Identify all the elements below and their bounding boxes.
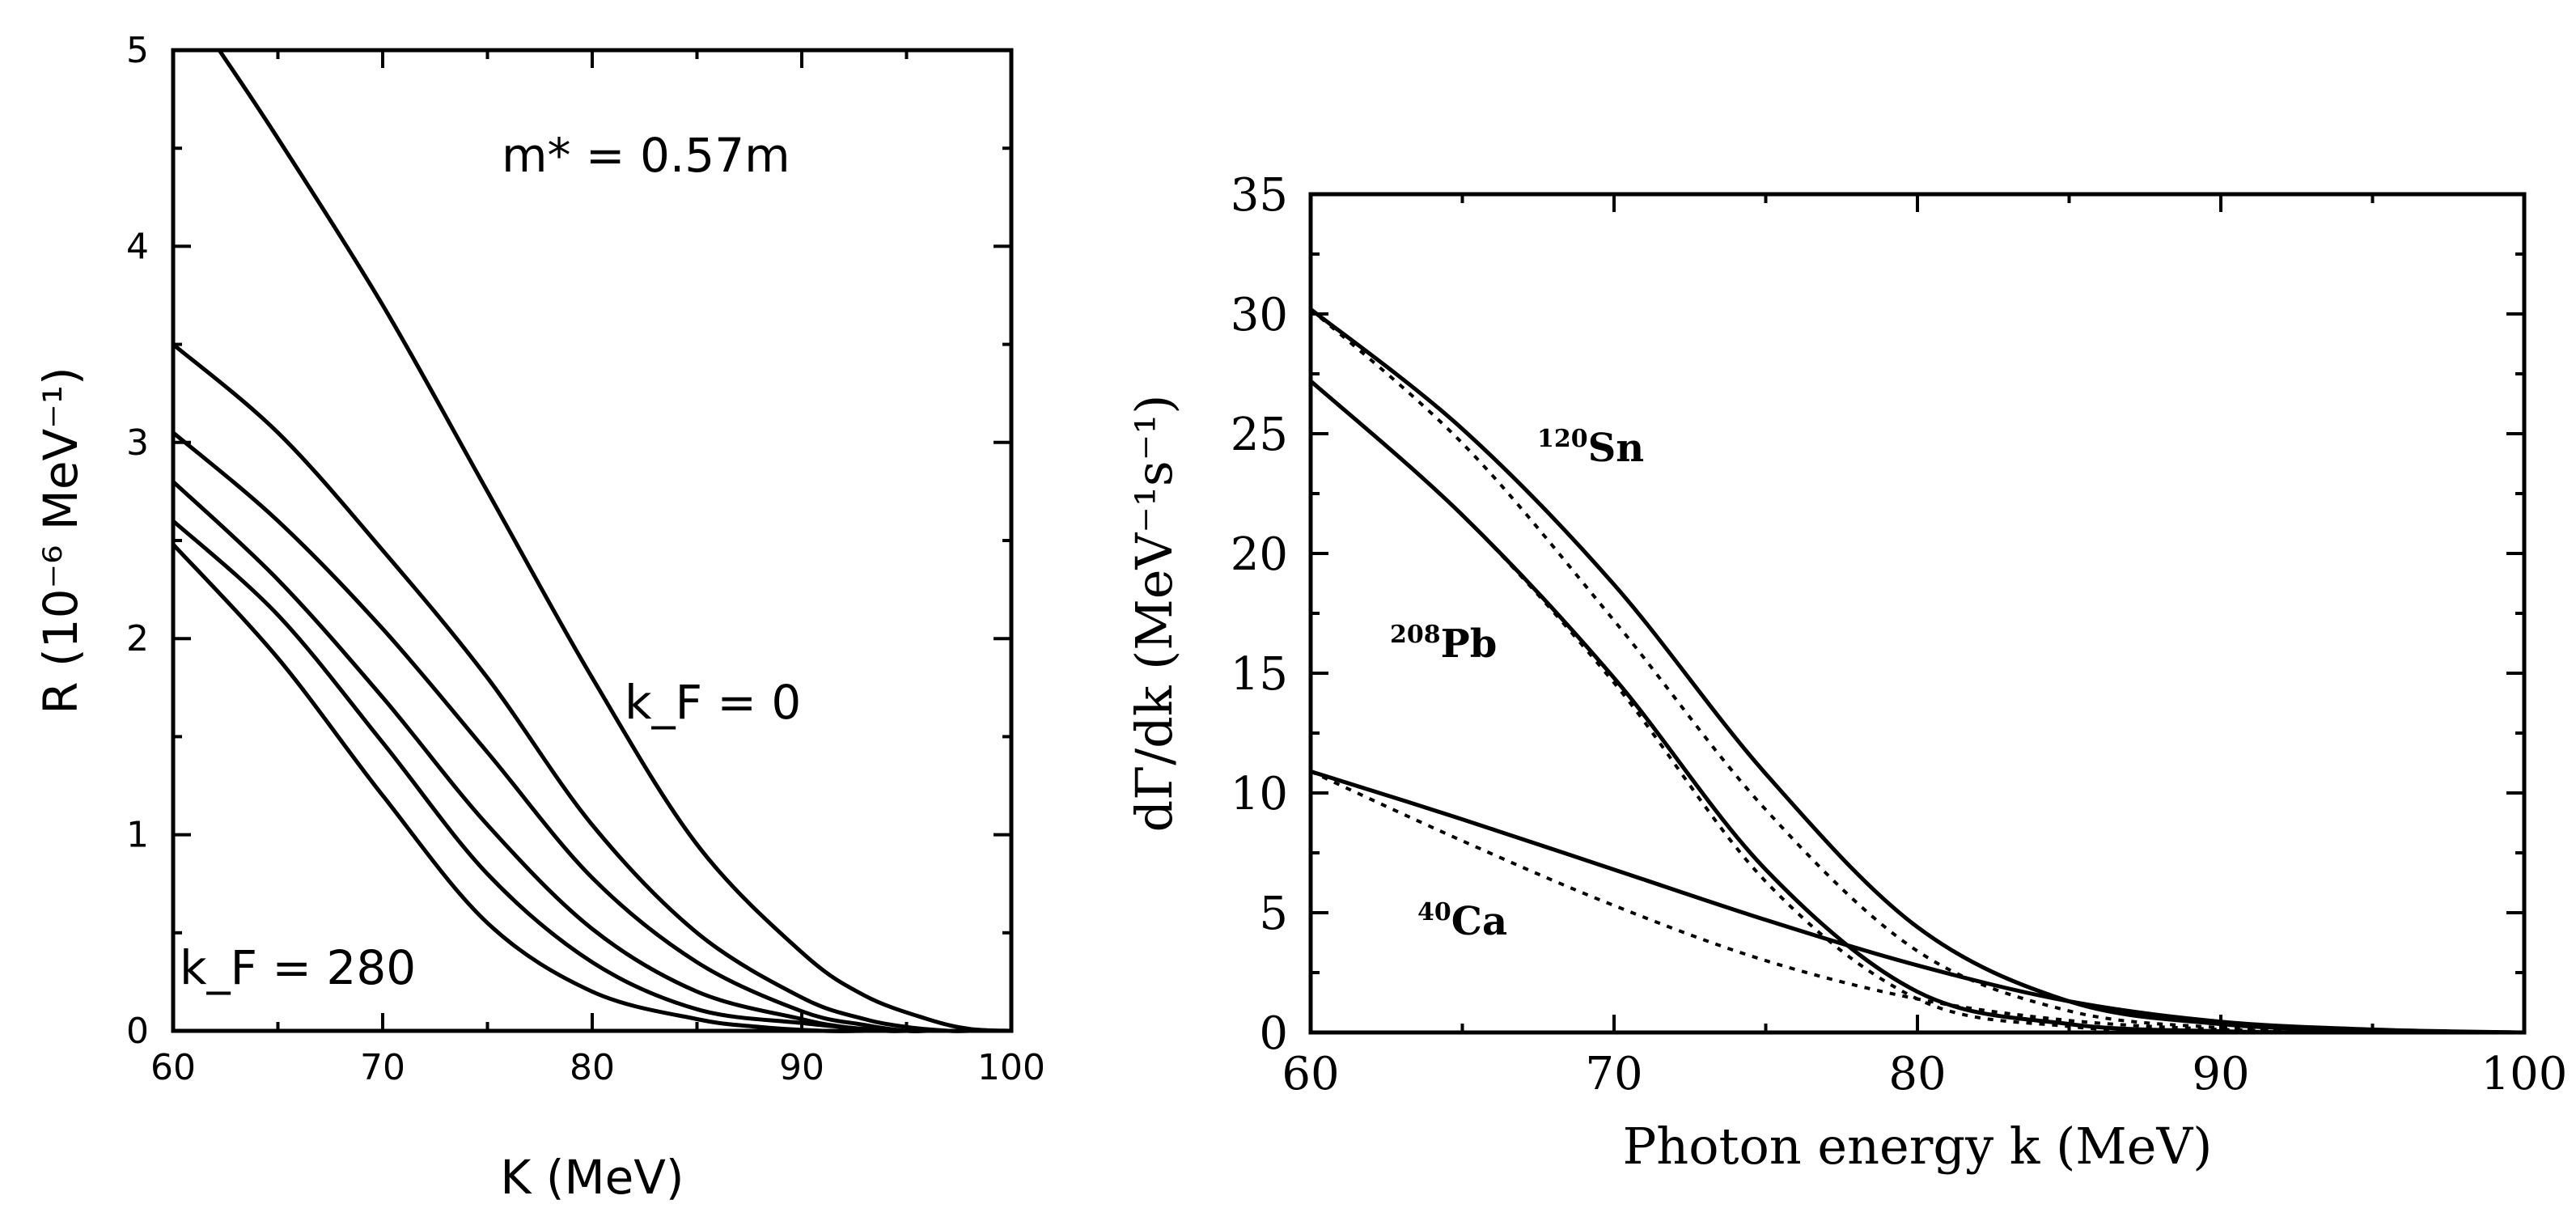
right-y-tick-label: 0 — [1259, 1007, 1288, 1060]
label-40ca: 40Ca — [1417, 898, 1507, 944]
right-x-axis-label: Photon energy k (MeV) — [1623, 1117, 2213, 1176]
right-ticks — [1309, 193, 2526, 1034]
left-x-axis-label: K (MeV) — [500, 1150, 684, 1205]
right-x-tick-label: 90 — [2192, 1048, 2249, 1100]
right-y-axis-label: dΓ/dk (MeV⁻¹s⁻¹) — [1125, 395, 1184, 833]
left-chart: 60 70 80 90 100 0 1 2 3 4 5 m* = 0.57m k_F = 0 k_F… — [33, 30, 1045, 1205]
right-chart: 60 70 80 90 100 0 5 10 15 20 25 30 35 120Sn 208Pb 40… — [1125, 169, 2567, 1176]
right-x-tick-label: 70 — [1585, 1048, 1642, 1100]
right-tick-labels: 60 70 80 90 100 0 5 10 15 20 25 30 35 — [1231, 169, 2568, 1100]
right-x-tick-label: 100 — [2481, 1048, 2568, 1100]
right-y-tick-label: 5 — [1259, 888, 1288, 940]
left-y-tick-label: 1 — [126, 815, 149, 856]
right-y-tick-label: 30 — [1231, 289, 1288, 341]
right-x-tick-label: 80 — [1888, 1048, 1946, 1100]
right-series-40ca-solid — [1310, 769, 2525, 1035]
label-208pb: 208Pb — [1390, 621, 1497, 667]
left-tick-labels: 60 70 80 90 100 0 1 2 3 4 5 — [126, 30, 1045, 1088]
left-x-tick-label: 70 — [360, 1047, 405, 1088]
right-series-group — [1309, 307, 2525, 1035]
left-y-tick-label: 5 — [126, 30, 149, 71]
left-x-tick-label: 80 — [570, 1047, 615, 1088]
left-series-k-f-280 — [172, 543, 865, 1033]
left-series-k-f-0 — [217, 49, 1012, 1033]
left-annotation-mass: m* = 0.57m — [502, 128, 790, 183]
left-y-tick-label: 4 — [126, 226, 149, 267]
left-annotation-kf-top: k_F = 0 — [625, 675, 801, 730]
right-y-tick-label: 20 — [1231, 528, 1288, 581]
left-series-curve-3 — [172, 430, 928, 1034]
right-series-208pb-dotted — [1309, 379, 2373, 1034]
right-y-tick-label: 25 — [1231, 409, 1288, 461]
left-x-tick-label: 60 — [150, 1047, 196, 1088]
left-y-axis-label: R (10⁻⁶ MeV⁻¹) — [33, 367, 88, 714]
left-y-tick-label: 3 — [126, 422, 149, 464]
right-y-tick-label: 15 — [1231, 648, 1288, 701]
label-120sn: 120Sn — [1537, 425, 1644, 471]
left-annotation-kf-bottom: k_F = 280 — [180, 940, 416, 995]
left-series-curve-2 — [172, 342, 970, 1033]
left-x-tick-label: 90 — [779, 1047, 824, 1088]
right-y-tick-label: 10 — [1231, 768, 1288, 820]
left-y-tick-label: 2 — [126, 618, 149, 659]
right-y-tick-label: 35 — [1231, 169, 1288, 222]
left-x-tick-label: 100 — [977, 1047, 1045, 1088]
left-series-curve-5 — [172, 519, 886, 1033]
left-series-group — [172, 49, 1012, 1034]
left-y-tick-label: 0 — [126, 1011, 149, 1052]
right-x-tick-label: 60 — [1282, 1048, 1339, 1100]
